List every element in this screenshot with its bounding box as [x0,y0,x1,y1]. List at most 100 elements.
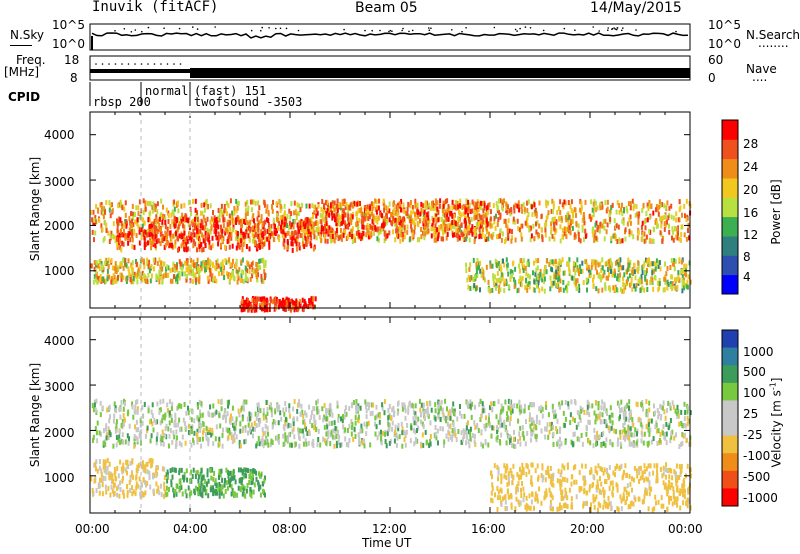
power-cell [628,217,631,223]
power-cell [337,204,340,209]
power-cell [216,258,219,264]
power-cell [192,268,195,274]
velocity-cell [99,431,102,437]
power-cell [487,231,490,237]
nsearch-dot [611,27,614,30]
power-cell [580,205,583,211]
power-cell [123,228,125,234]
velocity-cell [605,423,608,429]
power-cell [255,261,258,267]
power-cell [204,224,207,230]
power-cell [658,204,661,210]
power-cell [459,198,462,204]
date-title: 14/May/2015 [590,0,682,16]
power-cell [170,212,173,218]
freq-dots [95,63,182,65]
power-cell [469,286,472,291]
velocity-cell [403,437,406,443]
power-cell [499,198,502,204]
nsearch-dot [402,27,404,30]
power-cell [120,262,123,268]
power-cell [610,268,612,274]
power-cell [185,277,188,283]
power-cell [630,230,633,236]
power-cell [521,208,524,214]
velocity-cell [640,401,643,407]
power-cell [377,205,380,211]
power-cell [187,266,190,272]
power-cell [365,225,368,231]
power-cell [688,235,691,241]
power-cell [211,235,214,241]
power-cell [651,270,654,276]
power-cell [298,245,301,251]
power-cell [392,218,395,224]
power-cell [320,237,323,243]
power-cell [372,201,375,207]
velocity-cell [509,437,512,443]
velocity-cell [439,426,442,431]
power-cell [149,278,152,284]
power-cell [229,275,232,280]
power-cell [129,237,132,243]
power-cell [652,268,655,274]
power-cell [363,216,366,222]
power-cell [180,218,183,224]
power-cell [213,228,216,234]
power-cell [256,299,258,305]
power-cell [613,233,616,239]
power-cell [173,206,176,212]
power-cell [341,231,344,237]
power-cell [138,229,141,235]
power-cell [283,212,286,218]
power-cell [201,210,204,216]
power-cell [503,281,506,287]
power-cell [660,215,663,221]
velocity-cell [513,429,515,435]
power-cell [221,212,224,218]
power-cell [472,276,475,282]
power-cell [629,220,632,226]
power-cell [465,215,468,221]
power-cell [535,229,538,235]
power-cell [111,265,114,271]
xaxis-label: Time UT [362,536,412,550]
power-cell [350,213,353,219]
power-cell [208,239,211,245]
power-cell [433,237,436,243]
power-cell [618,209,621,215]
velocity-cell [367,405,370,411]
velocity-cell [187,410,190,416]
power-cell [527,282,530,287]
power-cell [189,236,192,242]
power-cell [297,226,300,232]
power-cell [102,237,105,243]
power-cell [366,228,369,233]
power-cell [324,238,327,244]
power-cell [368,230,371,236]
velocity-cell [311,410,313,416]
velocity-cell [559,426,562,432]
power-cell [471,231,474,237]
power-cell [120,272,123,278]
velocity-cell [422,410,425,416]
power-cell [143,232,146,238]
power-cell [199,228,202,234]
power-cell [469,262,472,268]
velocity-cell [206,427,209,433]
velocity-cell [242,401,245,407]
power-cell [352,233,355,239]
power-cell [152,201,155,207]
freq-dot [108,63,110,65]
power-cell [664,261,666,267]
velocity-cell [248,411,251,417]
power-cell [184,260,187,266]
power-cell [158,227,161,233]
power-cell [664,213,667,219]
power-cell [166,234,168,240]
power-cell [457,218,460,223]
velocity-cell [600,432,603,438]
power-cell [487,287,490,293]
power-cell [424,204,427,209]
power-cell [671,261,674,267]
